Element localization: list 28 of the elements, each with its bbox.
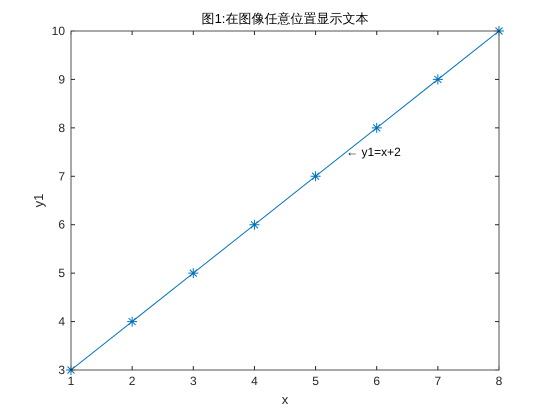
y-axis-title: y1 [31, 194, 46, 208]
y-tick-label: 8 [58, 120, 66, 135]
x-tick-label: 7 [434, 374, 442, 388]
y-tick-label: 7 [58, 169, 66, 184]
point [494, 26, 504, 36]
y-tick-label: 9 [58, 72, 66, 86]
x-tick-label: 3 [190, 374, 197, 388]
point [126, 316, 138, 328]
x-tick-label: 4 [251, 374, 258, 388]
chart-title: 图1:在图像任意位置显示文本 [202, 11, 368, 26]
y-tick-label: 5 [58, 266, 66, 280]
y-tick-label: 6 [58, 218, 66, 232]
point [371, 122, 382, 134]
point [188, 268, 199, 279]
point [432, 74, 444, 85]
point [66, 364, 76, 376]
y-tick-label: 4 [58, 314, 66, 329]
x-tick-label: 1 [68, 374, 75, 388]
x-tick-label: 5 [312, 374, 320, 388]
annotation: ← y1=x+2 [346, 145, 402, 160]
x-tick-label: 6 [373, 374, 380, 388]
point [248, 219, 260, 230]
y-tick-label: 10 [52, 24, 66, 38]
x-tick-label: 8 [496, 374, 503, 388]
point [310, 170, 322, 182]
x-tick-label: 2 [128, 374, 136, 388]
x-axis-title: x [282, 392, 289, 407]
y-tick-label: 3 [58, 363, 66, 377]
